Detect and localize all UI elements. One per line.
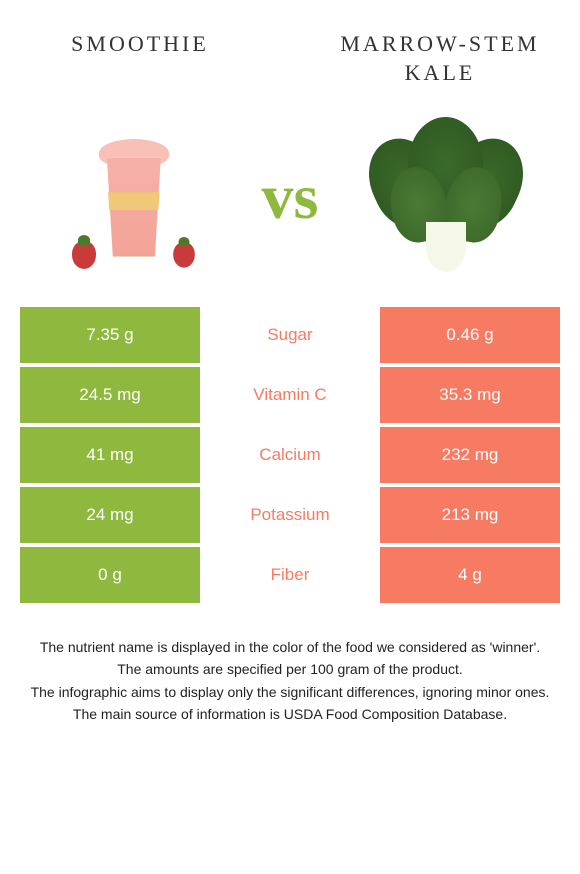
right-value: 4 g bbox=[380, 547, 560, 603]
footer-line-1: The nutrient name is displayed in the co… bbox=[20, 637, 560, 657]
table-row: 7.35 gSugar0.46 g bbox=[20, 307, 560, 363]
right-food-title: MARROW-STEM KALE bbox=[340, 30, 540, 87]
nutrient-label: Potassium bbox=[200, 487, 380, 543]
nutrient-label: Calcium bbox=[200, 427, 380, 483]
smoothie-image bbox=[54, 112, 214, 282]
right-value: 232 mg bbox=[380, 427, 560, 483]
kale-image bbox=[366, 112, 526, 282]
left-value: 41 mg bbox=[20, 427, 200, 483]
left-food-title: SMOOTHIE bbox=[40, 30, 240, 59]
vs-label: vs bbox=[262, 160, 319, 234]
comparison-table: 7.35 gSugar0.46 g24.5 mgVitamin C35.3 mg… bbox=[0, 307, 580, 603]
table-row: 0 gFiber4 g bbox=[20, 547, 560, 603]
right-value: 35.3 mg bbox=[380, 367, 560, 423]
footer-notes: The nutrient name is displayed in the co… bbox=[0, 607, 580, 724]
table-row: 24.5 mgVitamin C35.3 mg bbox=[20, 367, 560, 423]
footer-line-4: The main source of information is USDA F… bbox=[20, 704, 560, 724]
nutrient-label: Vitamin C bbox=[200, 367, 380, 423]
footer-line-3: The infographic aims to display only the… bbox=[20, 682, 560, 702]
right-value: 213 mg bbox=[380, 487, 560, 543]
images-row: vs bbox=[0, 97, 580, 307]
table-row: 41 mgCalcium232 mg bbox=[20, 427, 560, 483]
header-right-title-wrap: MARROW-STEM KALE bbox=[340, 30, 540, 87]
nutrient-label: Sugar bbox=[200, 307, 380, 363]
header-left-title-wrap: SMOOTHIE bbox=[40, 30, 240, 87]
left-value: 7.35 g bbox=[20, 307, 200, 363]
left-value: 24 mg bbox=[20, 487, 200, 543]
left-value: 0 g bbox=[20, 547, 200, 603]
right-value: 0.46 g bbox=[380, 307, 560, 363]
nutrient-label: Fiber bbox=[200, 547, 380, 603]
table-row: 24 mgPotassium213 mg bbox=[20, 487, 560, 543]
left-value: 24.5 mg bbox=[20, 367, 200, 423]
footer-line-2: The amounts are specified per 100 gram o… bbox=[20, 659, 560, 679]
header: SMOOTHIE MARROW-STEM KALE bbox=[0, 0, 580, 97]
